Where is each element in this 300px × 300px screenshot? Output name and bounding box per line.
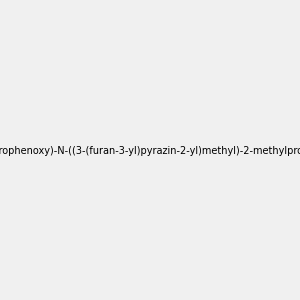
Text: 2-(4-chlorophenoxy)-N-((3-(furan-3-yl)pyrazin-2-yl)methyl)-2-methylpropanamide: 2-(4-chlorophenoxy)-N-((3-(furan-3-yl)py… [0,146,300,157]
